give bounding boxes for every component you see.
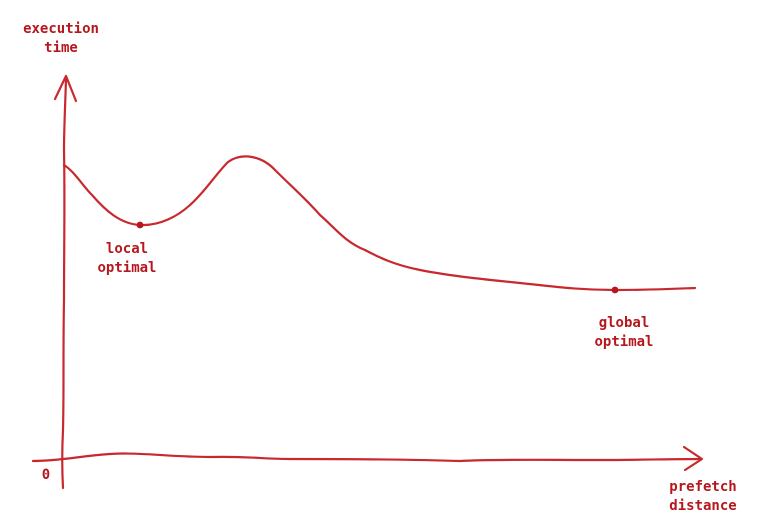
local-optimal-label-line1: local (80, 240, 174, 259)
local-optimal-label-line2: optimal (80, 259, 174, 278)
y-axis-label-line2: time (8, 39, 114, 58)
global-optimal-label-line2: optimal (572, 333, 676, 352)
global-optimal-point (612, 287, 619, 294)
global-optimal-label: global optimal (572, 314, 676, 352)
global-optimal-label-line1: global (572, 314, 676, 333)
x-axis-line (33, 454, 700, 461)
x-axis-label: prefetch distance (652, 478, 754, 516)
x-axis-label-line2: distance (652, 497, 754, 516)
local-optimal-point (137, 222, 144, 229)
y-axis-line (62, 80, 66, 488)
y-axis-label-line1: execution (8, 20, 114, 39)
origin-label: 0 (38, 466, 54, 485)
y-axis-label: execution time (8, 20, 114, 58)
x-axis-label-line1: prefetch (652, 478, 754, 497)
local-optimal-label: local optimal (80, 240, 174, 278)
